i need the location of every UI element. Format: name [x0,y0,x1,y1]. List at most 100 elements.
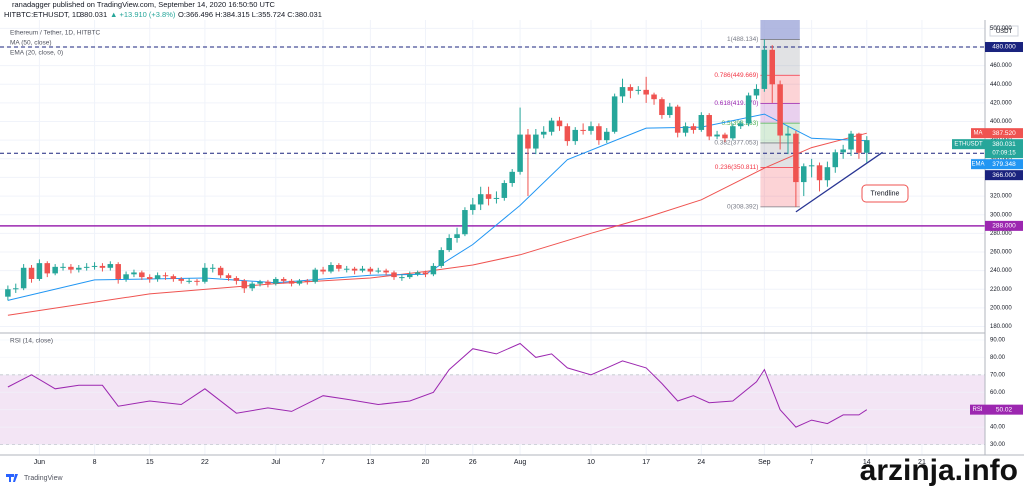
symbol: HITBTC:ETHUSDT, 1D [4,10,82,19]
candle-body [170,276,177,279]
y-tick-label: 280.000 [990,231,1012,237]
price-tag-countdown: 07:09:15 [992,151,1016,157]
candle-body [241,280,248,289]
candle-body [643,89,649,95]
candle-body [367,268,374,272]
candle-body [816,165,823,181]
candle-body [501,183,508,198]
candle-body [5,289,11,297]
fib-label: 0.618(419.370) [714,100,758,107]
candle-body [44,263,51,274]
fib-label: 0(308.392) [727,204,758,211]
candle-body [422,272,429,275]
y-tick-label: 300.000 [990,212,1012,218]
x-tick-label: 17 [642,459,650,466]
candle-body [801,166,807,183]
x-tick-label: 13 [366,459,374,466]
price-tag [985,170,1023,181]
price-tag-name: ETHUSDT [954,142,983,148]
candle-body [548,120,555,132]
candle-body [194,280,200,282]
y-tick-label: 60.00 [990,390,1006,396]
candle-body [265,281,271,284]
x-tick-label: 21 [918,459,926,466]
candle-body [832,152,839,168]
candle-body [753,88,760,96]
price-tag-name: EMA [971,162,984,168]
y-tick-label: 90.00 [990,338,1006,344]
plot: 1(488.134) 0.786(449.669) 0.618(419.370) 0.… [0,20,985,428]
x-tick-label: Jun [34,459,45,466]
candle-body [296,280,303,284]
candle-body [280,278,287,281]
candle-body [383,270,389,273]
quote-ohlc: O:366.496 H:384.315 L:355.724 C:380.031 [178,10,322,19]
candle-body [533,134,539,149]
x-tick-label: 7 [321,459,325,466]
x-tick-label: 10 [587,459,595,466]
y-tick-label: 440.000 [990,82,1012,88]
candle-body [588,126,594,131]
candle-body [60,266,66,268]
rsi-tag [985,404,1023,415]
candle-body [690,126,697,130]
candle-body [840,149,846,153]
price-tag-value: 480.000 [992,44,1016,51]
price-tag [985,42,1023,53]
candle-body [864,140,870,153]
candle-body [745,95,752,124]
candle-body [399,277,405,279]
candle-body [737,123,744,127]
candle-body [611,96,618,132]
x-tick-label: 7 [810,459,814,466]
quote-last: 380.031 [80,10,107,19]
y-tick-label: 500.000 [990,26,1012,32]
candle-body [225,275,232,279]
candle-body [572,129,578,142]
rsi-tag-name-box [970,404,985,415]
indicator-line [7,113,867,301]
candle-body [288,280,295,284]
candle-body [848,133,854,150]
fib-label: 1(488.134) [727,36,758,43]
candle-body [320,269,326,272]
candle-body [210,267,216,269]
candle-body [391,272,397,278]
x-tick-label: 8 [93,459,97,466]
x-tick-label: 20 [422,459,430,466]
rsi-tag-name: RSI [972,407,982,413]
candle-body [785,133,791,136]
candle-body [777,84,783,136]
legend-ma: MA (50, close) [10,40,52,47]
candle-body [178,278,184,281]
price-tag-value: 366.000 [992,172,1016,179]
y-tick-label: 80.00 [990,355,1006,361]
currency-box [989,25,1019,37]
y-tick-label: 420.000 [990,100,1012,106]
candle-body [856,133,862,153]
price-tag-name-box [971,159,985,170]
candle-body [312,269,318,282]
x-tick-label: 15 [146,459,154,466]
candle-body [580,129,586,131]
candle-body [517,134,523,172]
rsi-title: RSI (14, close) [10,338,53,345]
candle-body [336,264,342,269]
candle-body [714,134,720,137]
candle-body [604,131,610,141]
x-tick-label: 26 [469,459,477,466]
candle-body [328,264,334,272]
candle-body [635,89,642,91]
candle-body [761,49,768,89]
candle-body [698,115,705,130]
candle-body [627,87,634,91]
candle-body [564,126,571,142]
candle-body [477,194,484,205]
x-tick-label: Jul [271,459,280,466]
y-tick-label: 240.000 [990,268,1012,274]
x-tick-label: 14 [863,459,871,466]
candle-body [430,265,437,275]
branding-logo [6,474,18,482]
candle-body [793,133,799,183]
candle-body [28,267,35,279]
